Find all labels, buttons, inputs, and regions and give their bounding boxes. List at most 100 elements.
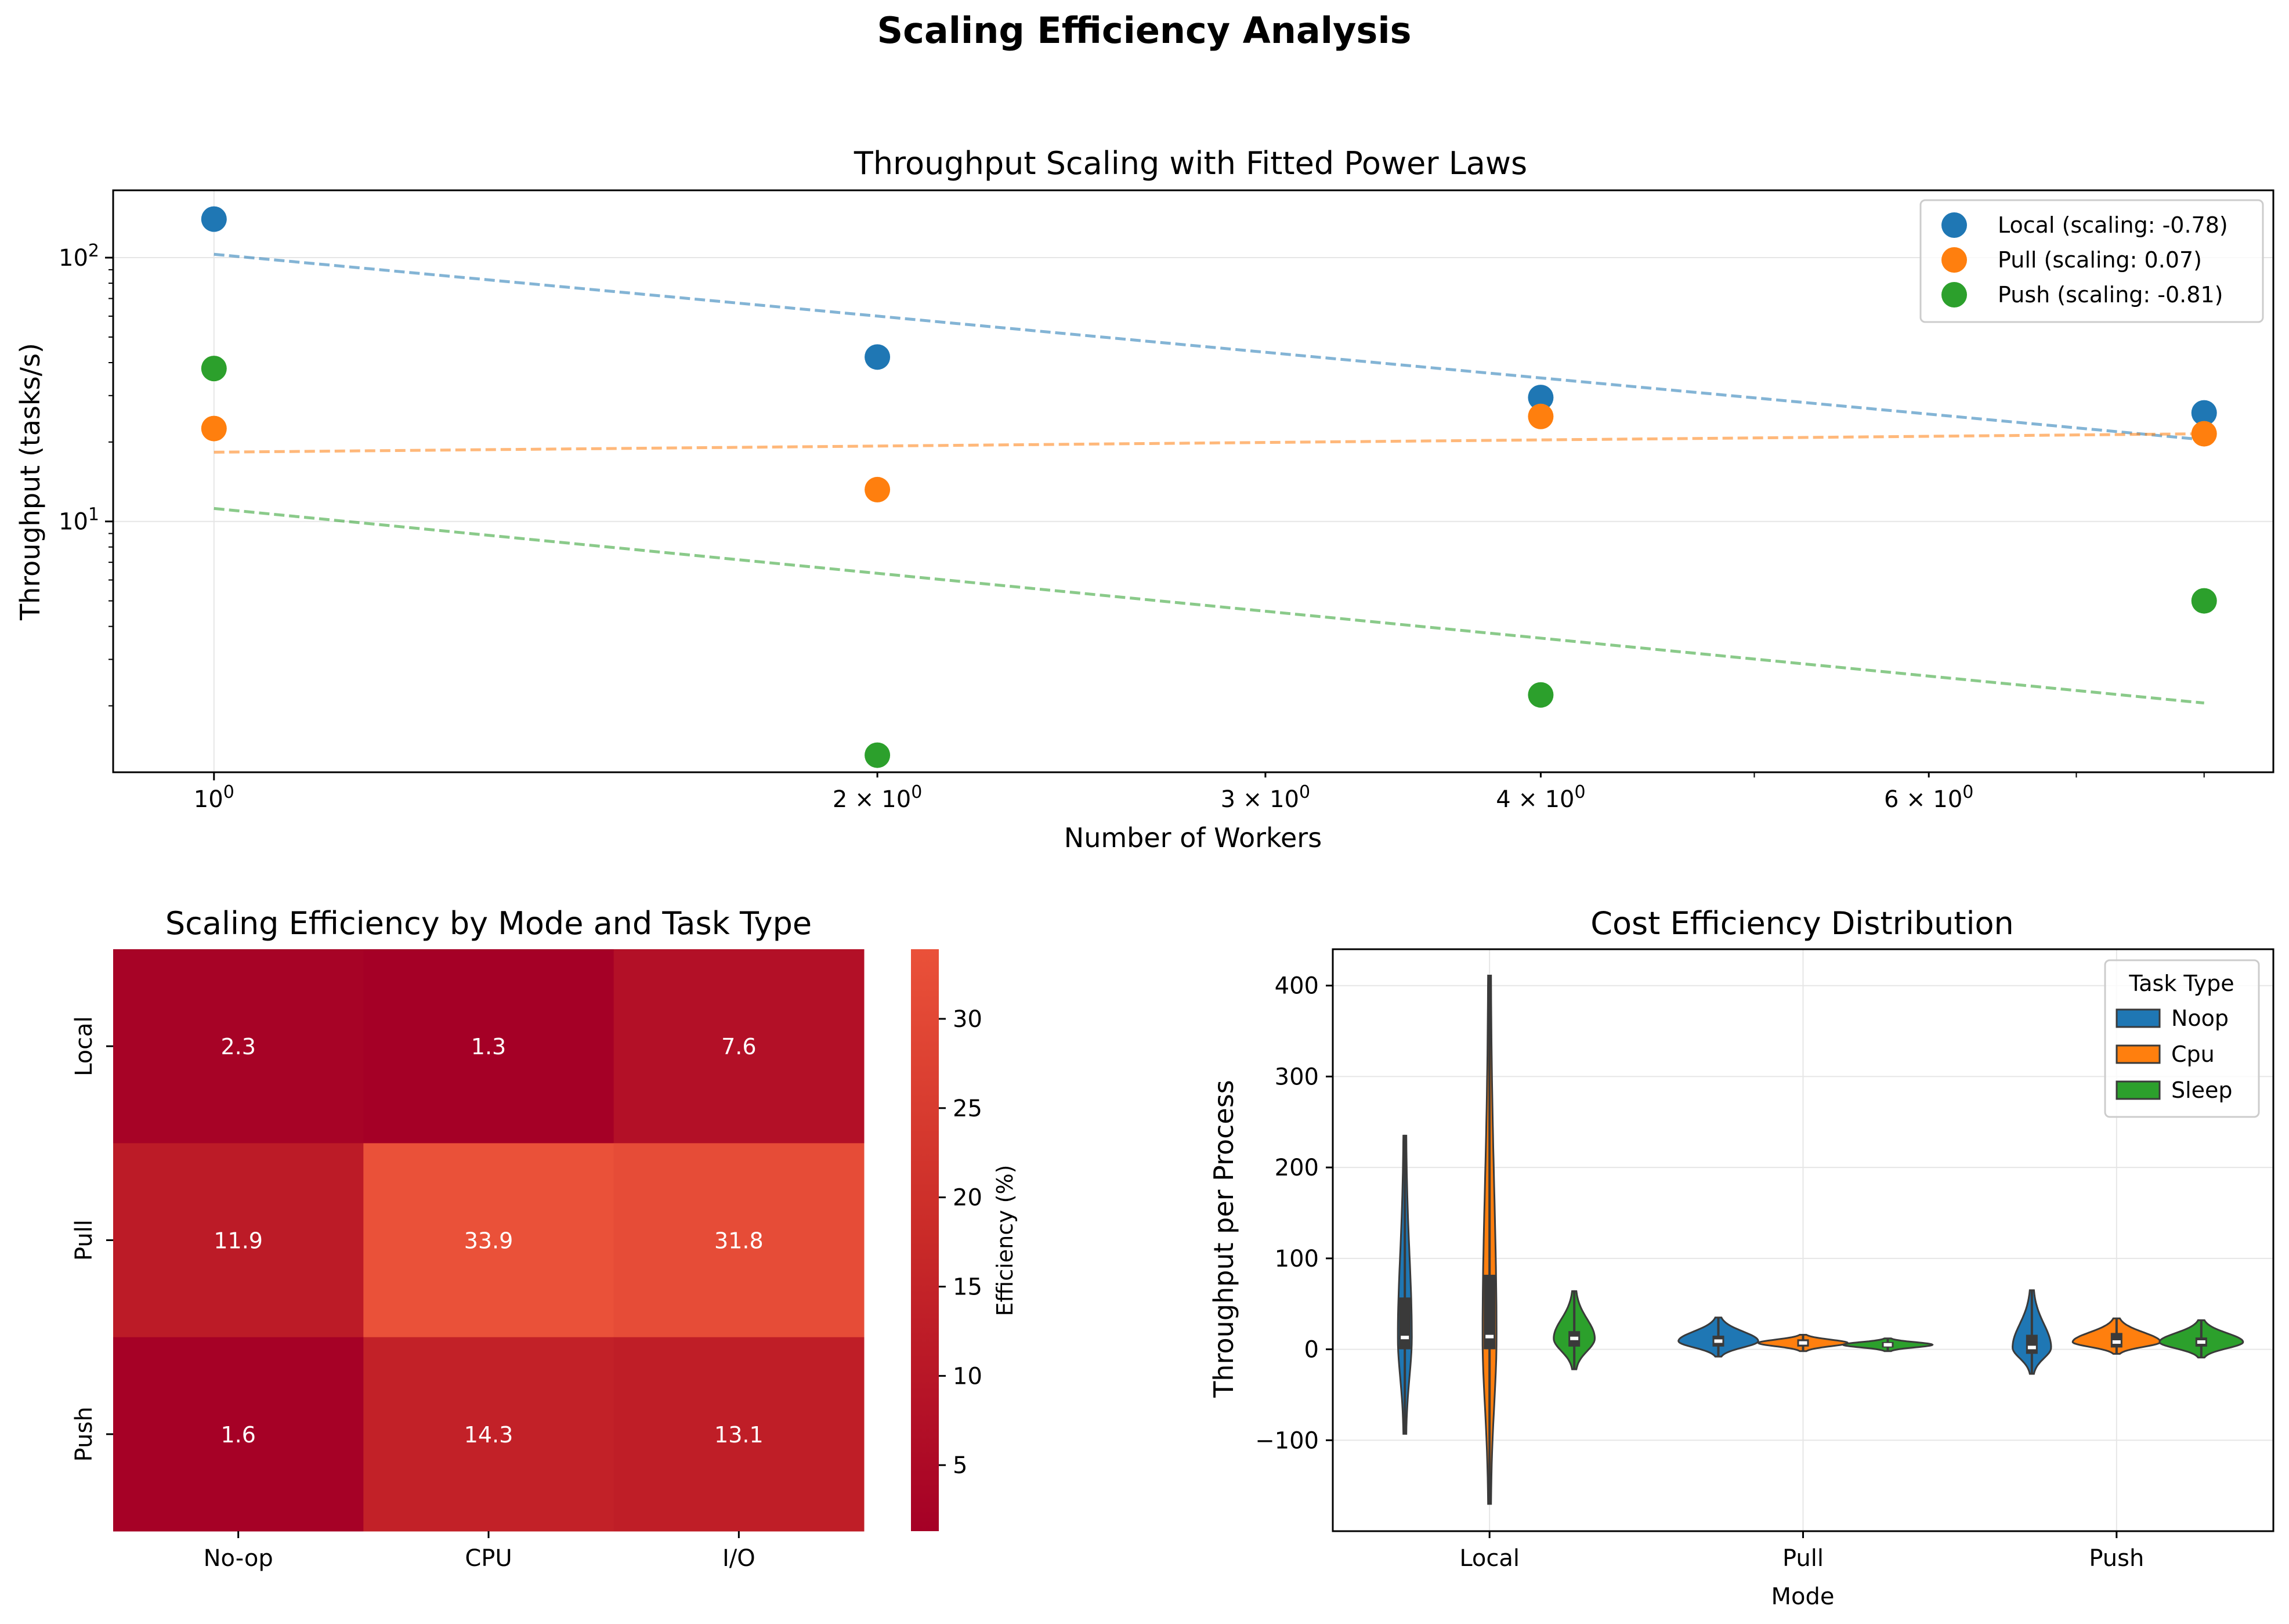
heatmap-cell [363, 1337, 614, 1532]
violin-y-tick-label: 200 [1275, 1155, 1319, 1181]
scatter-x-tick-label: 100 [194, 782, 234, 813]
violin-y-tick-label: 400 [1275, 973, 1319, 1000]
violin-legend-swatch [2116, 1080, 2161, 1100]
violin-legend-title: Task Type [2128, 971, 2234, 996]
violin-legend-swatch [2116, 1044, 2161, 1064]
heatmap-column-label: No-op [204, 1545, 273, 1572]
scatter-point [2191, 400, 2217, 426]
violin-median-marker [2112, 1340, 2121, 1344]
heatmap-cell [113, 949, 364, 1144]
scatter-point [2191, 588, 2217, 614]
scatter-legend-marker [1941, 247, 1967, 273]
scatter-legend-label: Pull (scaling: 0.07) [1998, 247, 2202, 273]
scatter-y-axis-label: Throughput (tasks/s) [15, 343, 46, 621]
scatter-point [865, 344, 891, 370]
heatmap-cell [613, 1337, 865, 1532]
scatter-y-tick-label: 102 [59, 241, 99, 272]
colorbar-tick-label: 10 [953, 1363, 982, 1390]
heatmap-cell [363, 1143, 614, 1338]
colorbar [911, 949, 939, 1531]
violin-median-marker [1485, 1334, 1494, 1339]
heatmap-cell-label: 7.6 [721, 1034, 756, 1059]
heatmap-row-label: Pull [71, 1220, 97, 1261]
heatmap-cell-label: 11.9 [214, 1228, 263, 1254]
heatmap-cell [113, 1337, 364, 1532]
scatter-point [865, 742, 891, 768]
heatmap-cell-label: 13.1 [714, 1422, 764, 1448]
violin-legend-swatch [2116, 1008, 2161, 1028]
violin-legend-label: Noop [2171, 1005, 2229, 1031]
scatter-point [201, 415, 227, 442]
violin-title: Cost Efficiency Distribution [1590, 905, 2014, 942]
scatter-x-tick-label: 3 × 100 [1221, 782, 1310, 813]
colorbar-label: Efficiency (%) [992, 1165, 1018, 1316]
scatter-point [1528, 385, 1554, 411]
scatter-y-tick-label: 101 [59, 505, 99, 536]
violin-median-marker [1401, 1336, 1409, 1340]
efficiency-heatmap-panel: Scaling Efficiency by Mode and Task Type… [71, 905, 1018, 1572]
violin-y-tick-label: 300 [1275, 1064, 1319, 1090]
violin-x-axis-label: Mode [1771, 1583, 1835, 1610]
violin-median-marker [1883, 1343, 1892, 1347]
violin-y-tick-label: 0 [1304, 1337, 1319, 1363]
colorbar-tick-label: 30 [953, 1006, 982, 1033]
violin-median-marker [1799, 1341, 1807, 1345]
scatter-point [1528, 403, 1554, 429]
violin-legend-label: Cpu [2171, 1041, 2215, 1067]
violin-category-label: Push [2089, 1545, 2144, 1572]
violin-iqr-box [1484, 1275, 1496, 1350]
scatter-point [1528, 682, 1554, 708]
heatmap-title: Scaling Efficiency by Mode and Task Type [165, 905, 812, 942]
scatter-x-tick-label: 4 × 100 [1496, 782, 1585, 813]
violin-legend-label: Sleep [2171, 1077, 2233, 1103]
violin-y-tick-label: −100 [1255, 1427, 1319, 1454]
heatmap-cell-label: 33.9 [464, 1228, 514, 1254]
heatmap-cell-label: 1.6 [220, 1422, 255, 1448]
colorbar-tick-label: 25 [953, 1095, 982, 1122]
scatter-legend-marker [1941, 212, 1967, 238]
violin-iqr-box [2110, 1333, 2122, 1348]
colorbar-tick-label: 15 [953, 1274, 982, 1300]
heatmap-row-label: Push [71, 1406, 97, 1462]
violin-y-axis-label: Throughput per Process [1208, 1080, 1239, 1398]
violin-legend-box [2104, 959, 2260, 1118]
scatter-point [201, 356, 227, 382]
violin-median-marker [1714, 1339, 1723, 1343]
figure-title: Scaling Efficiency Analysis [877, 9, 1412, 52]
scatter-x-tick-label: 6 × 100 [1884, 782, 1973, 813]
heatmap-row-label: Local [71, 1016, 97, 1076]
scatter-legend-marker [1941, 282, 1967, 308]
colorbar-tick-label: 5 [953, 1452, 967, 1479]
heatmap-cell-label: 14.3 [464, 1422, 514, 1448]
heatmap-cell-label: 31.8 [714, 1228, 764, 1254]
fit-line-2 [214, 507, 2204, 705]
violin-median-marker [2197, 1340, 2205, 1344]
violin-median-marker [2027, 1346, 2036, 1350]
scatter-point [201, 206, 227, 232]
violin-iqr-box [1399, 1297, 1411, 1350]
violin-category-label: Local [1459, 1545, 1520, 1572]
scatter-legend-label: Push (scaling: -0.81) [1998, 282, 2223, 308]
violin-median-marker [1570, 1336, 1579, 1340]
cost-violin-panel: Cost Efficiency Distribution −100 0 100 200… [1208, 905, 2274, 1610]
heatmap-cell [113, 1143, 364, 1338]
scatter-point [865, 476, 891, 502]
scatter-point [2191, 421, 2217, 447]
scatter-legend-label: Local (scaling: -0.78) [1998, 212, 2228, 238]
violin-iqr-box [2026, 1334, 2038, 1354]
heatmap-cell [613, 1143, 865, 1338]
heatmap-column-label: CPU [465, 1545, 512, 1572]
scatter-x-tick-label: 2 × 100 [833, 782, 922, 813]
fit-line-0 [214, 252, 2204, 442]
scatter-title: Throughput Scaling with Fitted Power Law… [854, 145, 1527, 182]
throughput-scatter-panel: Throughput Scaling with Fitted Power Law… [15, 145, 2274, 853]
heatmap-cell-label: 1.3 [471, 1034, 506, 1059]
scatter-legend: Local (scaling: -0.78) Pull (scaling: 0.0… [1919, 199, 2264, 323]
violin-category-label: Pull [1782, 1545, 1824, 1572]
scatter-plot-frame [112, 189, 2274, 773]
heatmap-column-label: I/O [722, 1545, 755, 1572]
violin-legend: Task Type Noop Cpu Sleep [2104, 959, 2260, 1118]
heatmap-cell-label: 2.3 [220, 1034, 255, 1059]
heatmap-cell [363, 949, 614, 1144]
